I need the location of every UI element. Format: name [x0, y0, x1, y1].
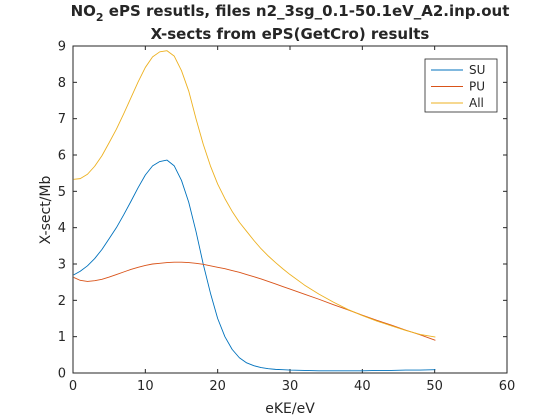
chart-title-rest: ePS resutls, files n2_3sg_0.1-50.1eV_A2.… — [104, 2, 510, 20]
x-axis-label: eKE/eV — [265, 401, 315, 417]
series-line-all — [73, 50, 436, 338]
y-tick-label: 1 — [58, 330, 66, 345]
legend: SU PU All — [424, 58, 498, 113]
x-tick-label: 0 — [69, 379, 77, 394]
y-axis-label: X-sect/Mb — [38, 176, 54, 245]
x-axis: 0 10 20 30 40 50 60 — [69, 46, 515, 394]
y-tick-label: 9 — [58, 40, 66, 55]
y-axis: 0 1 2 3 4 5 6 7 8 9 — [58, 40, 507, 382]
chart-subtitle: X-sects from ePS(GetCro) results — [151, 25, 430, 43]
legend-label-all: All — [469, 96, 484, 110]
y-tick-label: 6 — [58, 149, 66, 164]
y-tick-label: 2 — [58, 294, 66, 309]
x-tick-label: 10 — [137, 379, 154, 394]
legend-box — [424, 58, 498, 113]
chart-title: NO2 ePS resutls, files n2_3sg_0.1-50.1eV… — [71, 2, 510, 24]
legend-label-su: SU — [469, 63, 485, 77]
y-tick-label: 0 — [58, 367, 66, 382]
chart-title-main: NO — [71, 2, 96, 20]
x-tick-label: 60 — [499, 379, 516, 394]
y-tick-label: 7 — [58, 112, 66, 127]
x-tick-label: 20 — [209, 379, 226, 394]
y-tick-label: 3 — [58, 258, 66, 273]
x-tick-label: 50 — [426, 379, 443, 394]
series-line-su — [73, 159, 436, 372]
x-tick-label: 30 — [282, 379, 299, 394]
y-tick-label: 5 — [58, 185, 66, 200]
y-tick-label: 4 — [58, 221, 66, 236]
series-lines — [73, 50, 436, 372]
legend-label-pu: PU — [469, 80, 485, 94]
series-line-pu — [73, 261, 436, 341]
chart-title-subscript: 2 — [96, 11, 104, 24]
y-tick-label: 8 — [58, 76, 66, 91]
x-tick-label: 40 — [354, 379, 371, 394]
